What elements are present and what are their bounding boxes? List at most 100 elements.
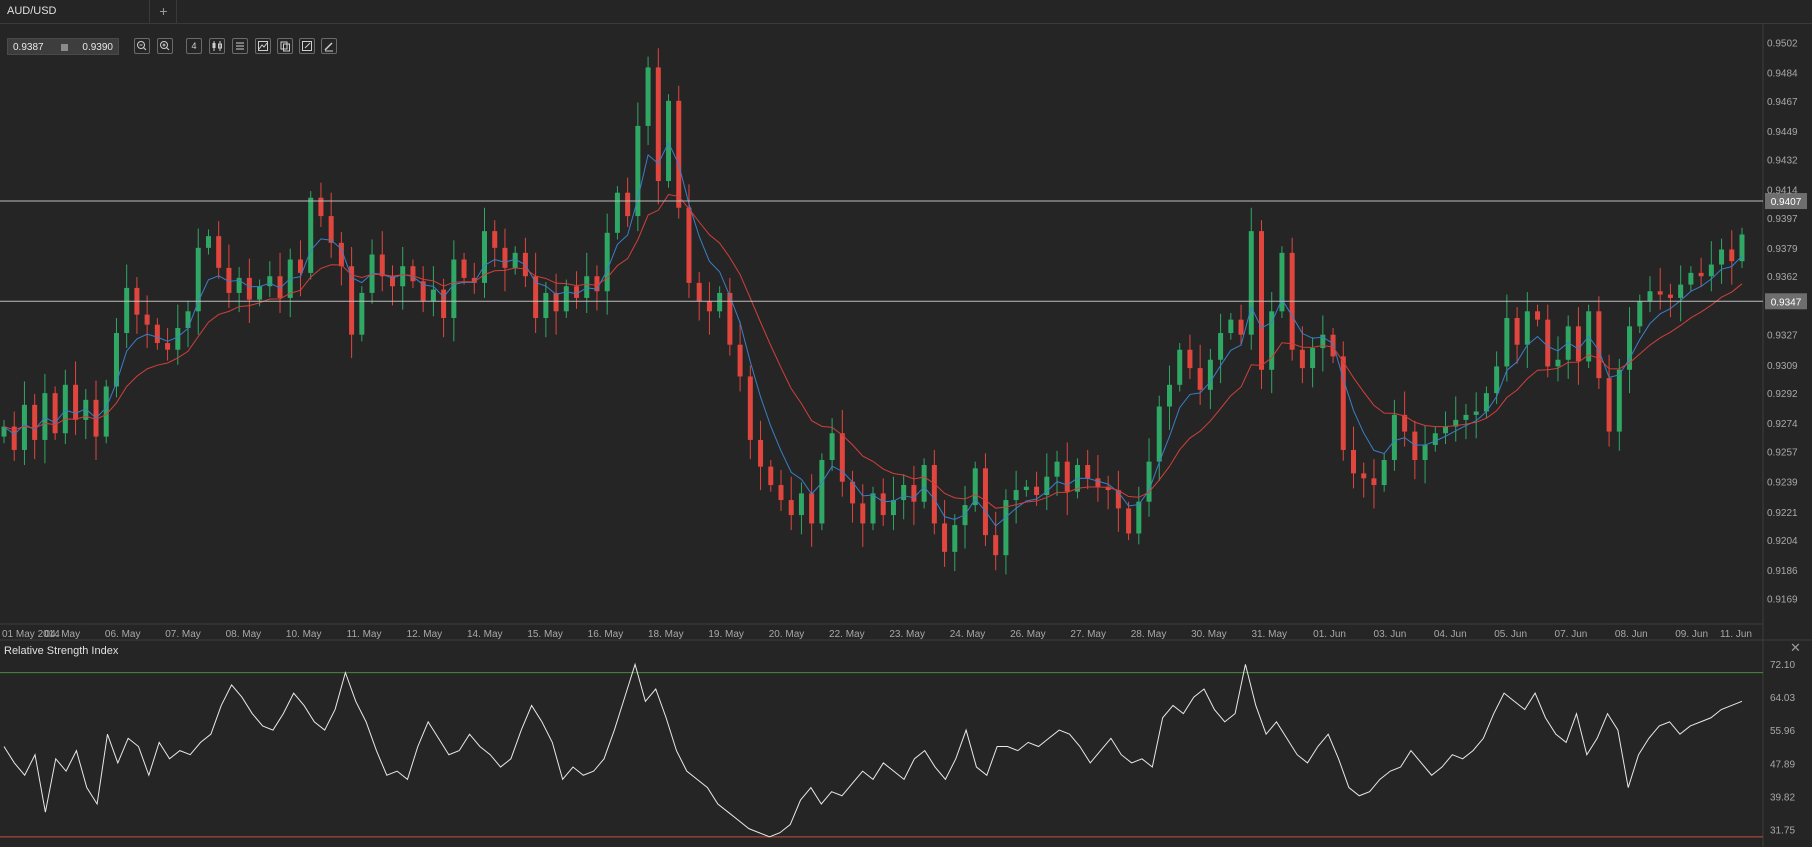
candle-bear: [522, 252, 528, 277]
x-tick-label: 10. May: [286, 629, 322, 640]
y-tick-label: 0.9186: [1767, 566, 1798, 577]
candle-bull: [113, 333, 119, 387]
y-tick-label: 0.9467: [1767, 97, 1798, 108]
y-tick-label: 0.9484: [1767, 68, 1798, 79]
ask-price: 0.9390: [82, 42, 113, 53]
candle-bull: [369, 254, 375, 293]
candle-bear: [1514, 317, 1520, 345]
y-tick-label: 0.9292: [1767, 389, 1798, 400]
candle-bull: [1320, 334, 1326, 349]
candle-bear: [246, 277, 252, 300]
candle-bull: [257, 286, 263, 300]
candle-bear: [420, 281, 426, 302]
x-tick-label: 06. May: [105, 629, 141, 640]
candle-bull: [236, 277, 242, 293]
draw-icon[interactable]: [255, 38, 271, 54]
add-tab-button[interactable]: +: [151, 0, 177, 23]
candle-bear: [52, 393, 58, 434]
candle-bull: [185, 311, 191, 329]
rsi-title: Relative Strength Index: [4, 645, 119, 657]
candle-bull: [635, 125, 641, 217]
close-icon[interactable]: ✕: [1790, 640, 1801, 655]
candle-bear: [860, 503, 866, 524]
timeframe-button[interactable]: 4: [186, 38, 202, 54]
candle-bull: [287, 259, 293, 298]
candle-bull: [1524, 311, 1530, 345]
bid-price: 0.9387: [13, 42, 44, 53]
x-tick-label: 28. May: [1131, 629, 1167, 640]
indicators-icon[interactable]: [232, 38, 248, 54]
candle-bear: [1657, 291, 1663, 295]
x-tick-label: 11. Jun: [1720, 629, 1752, 640]
candle-bull: [1054, 461, 1060, 477]
y-tick-label: 0.9274: [1767, 419, 1798, 430]
candle-bull: [1473, 411, 1479, 415]
candle-bear: [165, 343, 171, 350]
rsi-line: [3, 662, 1743, 838]
candle-bull: [1381, 459, 1387, 486]
candle-bear: [1340, 356, 1346, 450]
x-tick-label: 08. May: [226, 629, 262, 640]
candle-bull: [175, 328, 181, 350]
x-tick-label: 24. May: [950, 629, 986, 640]
candle-bear: [1606, 378, 1612, 432]
candle-bear: [574, 286, 580, 298]
candle-bull: [1453, 419, 1459, 427]
candle-bear: [727, 292, 733, 345]
candle-bull: [1166, 384, 1172, 407]
candle-bear: [502, 247, 508, 268]
candle-bull: [451, 259, 457, 318]
candle-bear: [349, 266, 355, 335]
edit-icon[interactable]: [299, 38, 315, 54]
candle-bear: [1126, 508, 1132, 534]
candle-bear: [1351, 449, 1357, 474]
candle-bull: [1739, 234, 1745, 262]
candle-bear: [328, 216, 334, 243]
y-tick-label: 0.9414: [1767, 185, 1798, 196]
candle-bear: [696, 282, 702, 302]
candle-bull: [890, 500, 896, 516]
candle-bear: [850, 481, 856, 504]
x-tick-label: 15. May: [527, 629, 563, 640]
x-tick-label: 20. May: [769, 629, 805, 640]
candle-bull: [1494, 366, 1500, 394]
x-tick-label: 04. Jun: [1434, 629, 1467, 640]
x-tick-label: 09. Jun: [1675, 629, 1708, 640]
candle-bear: [154, 324, 160, 344]
candle-bull: [604, 232, 610, 292]
timeframe-label: 4: [191, 41, 197, 51]
pen-icon[interactable]: [321, 38, 337, 54]
candle-bear: [594, 276, 600, 292]
price-tag: [1765, 293, 1807, 310]
candle-bull: [1627, 326, 1633, 370]
candle-bear: [1299, 349, 1305, 369]
candle-bull: [1013, 490, 1019, 501]
zoom-in-icon[interactable]: [157, 38, 173, 54]
candle-bear: [1197, 368, 1203, 390]
candle-bear: [1085, 464, 1091, 479]
y-tick-label: 0.9239: [1767, 478, 1798, 489]
rsi-tick-label: 64.03: [1770, 693, 1795, 704]
y-tick-label: 0.9449: [1767, 127, 1798, 138]
price-tag: [1765, 193, 1807, 210]
candle-bull: [1616, 369, 1622, 432]
candlestick-icon[interactable]: [209, 38, 225, 54]
y-tick-label: 0.9432: [1767, 155, 1798, 166]
y-tick-label: 0.9397: [1767, 214, 1798, 225]
x-tick-label: 27. May: [1070, 629, 1106, 640]
candle-bull: [83, 399, 89, 420]
candle-bear: [93, 399, 99, 437]
zoom-out-icon[interactable]: [134, 38, 150, 54]
candle-bear: [226, 267, 232, 293]
candle-bear: [410, 266, 416, 282]
candle-bull: [1177, 349, 1183, 385]
rsi-tick-label: 31.75: [1770, 826, 1795, 837]
template-icon[interactable]: [277, 38, 293, 54]
candle-bear: [553, 292, 559, 312]
quote-box: 0.9387 0.9390: [7, 38, 119, 55]
tab-aud-usd[interactable]: AUD/USD: [0, 0, 150, 23]
x-tick-label: 04. May: [45, 629, 81, 640]
candle-bear: [32, 404, 38, 440]
candle-bear: [134, 287, 140, 315]
